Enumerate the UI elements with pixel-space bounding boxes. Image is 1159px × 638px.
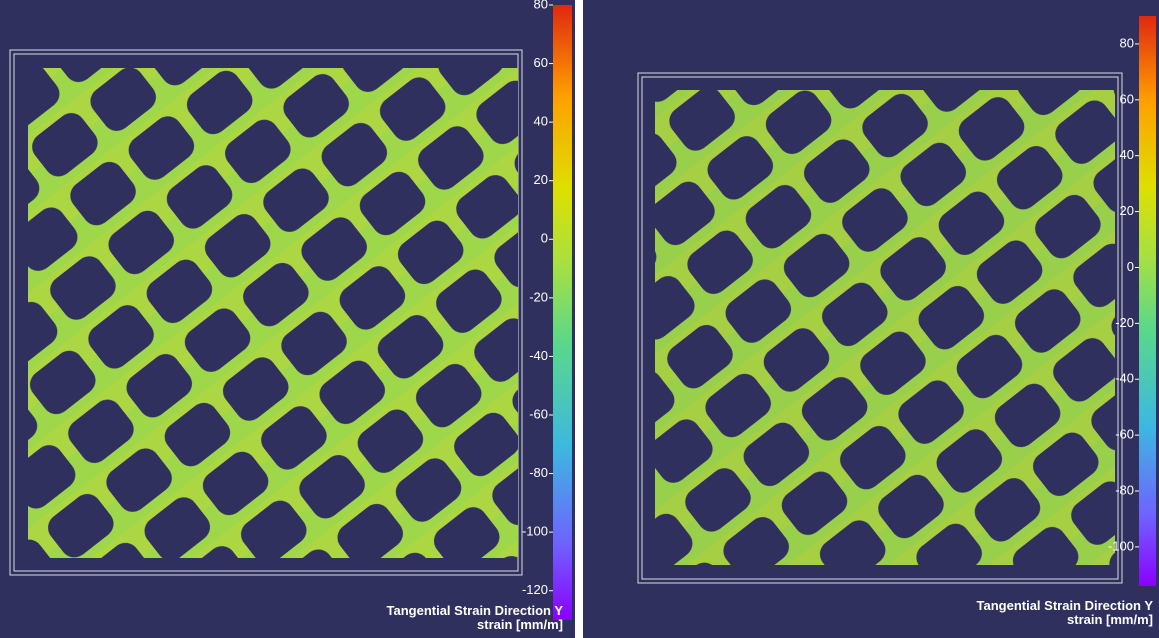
tick-label: 60 [1120,91,1134,106]
tick-label: -120 [522,582,548,597]
tick-label: 20 [1120,203,1134,218]
tick-label: 40 [534,114,548,129]
colorbar [1139,16,1156,586]
bounding-box [9,49,523,576]
tick-label: -40 [529,348,548,363]
strain-field [655,90,1115,565]
legend-unit: strain [mm/m] [1067,612,1153,627]
tick-label: 20 [534,172,548,187]
bounding-box [637,72,1123,584]
tick-label: -20 [1115,315,1134,330]
strain-field [28,68,518,558]
legend-title: Tangential Strain Direction Y [387,603,564,618]
tick-label: 40 [1120,147,1134,162]
tick-label: 80 [1120,35,1134,50]
tick-label: -60 [1115,427,1134,442]
tick-label: -100 [522,524,548,539]
bounding-box [641,76,1119,580]
tick-label: -40 [1115,371,1134,386]
colorbar [553,5,572,620]
tick-label: 0 [1127,259,1134,274]
tick-label: -80 [1115,482,1134,497]
legend-title: Tangential Strain Direction Y [977,598,1154,613]
panel-right [583,0,1159,638]
tick-label: -80 [529,465,548,480]
tick-label: -100 [1108,538,1134,553]
tick-label: 60 [534,55,548,70]
tick-label: 80 [534,0,548,11]
tick-label: -60 [529,406,548,421]
legend-unit: strain [mm/m] [477,617,563,632]
tick-label: -20 [529,289,548,304]
tick-label: 0 [541,231,548,246]
panel-left [0,0,575,638]
